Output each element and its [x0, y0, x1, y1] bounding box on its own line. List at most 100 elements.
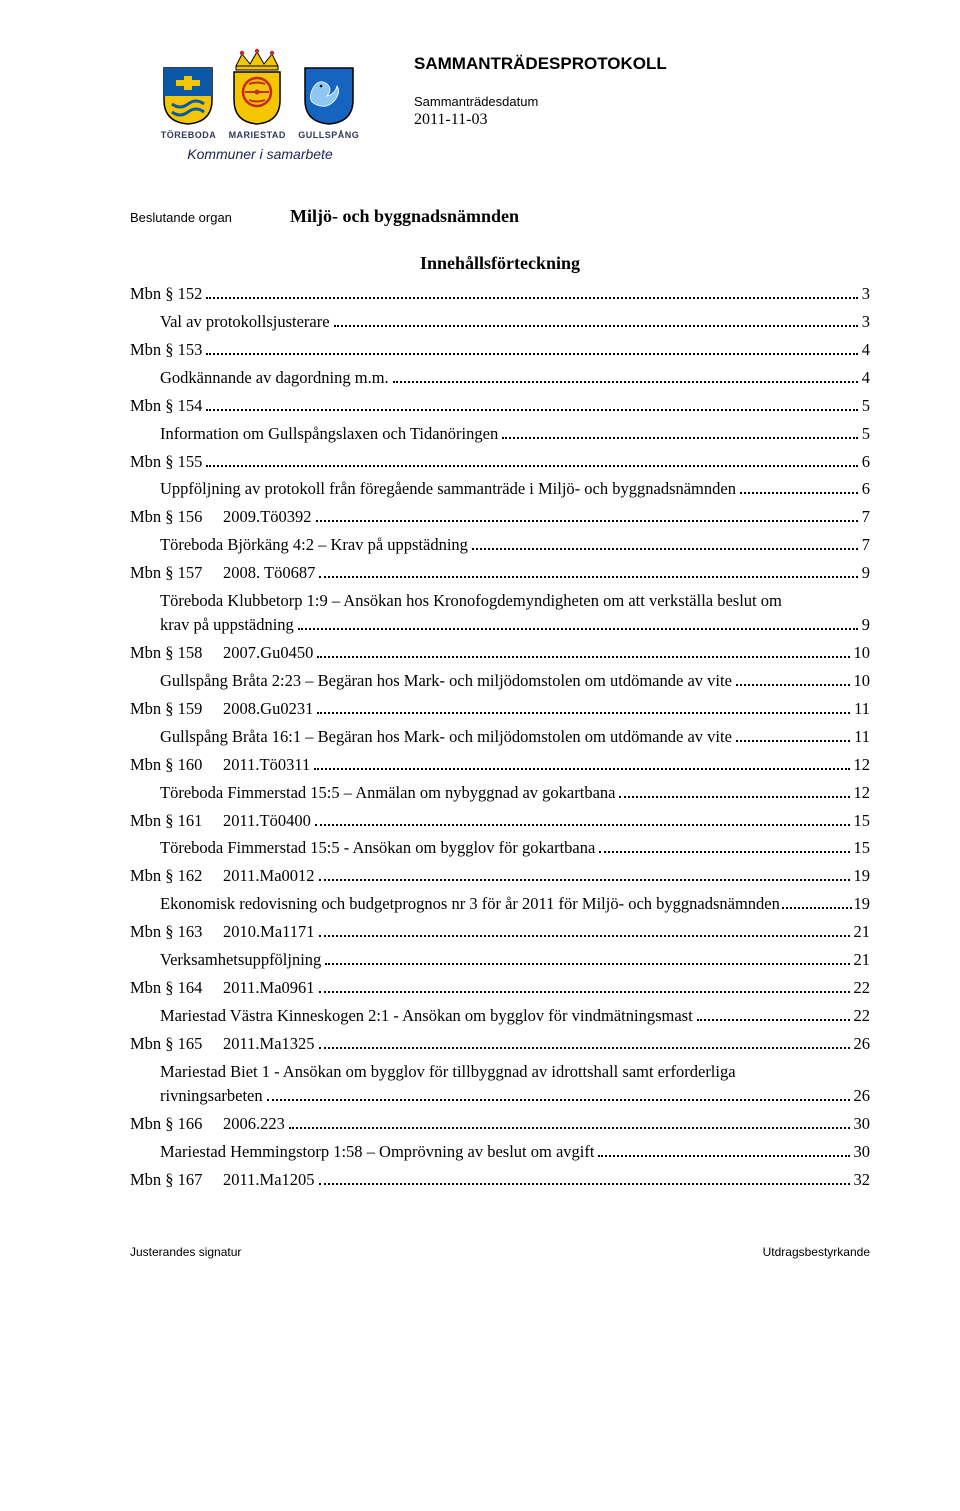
crest-gullspang: GULLSPÅNG: [298, 66, 359, 140]
toc-page: 6: [862, 450, 870, 474]
footer-right: Utdragsbestyrkande: [763, 1245, 870, 1259]
toc-text: Mbn § 166 2006.223: [130, 1112, 285, 1136]
toc-text: krav på uppstädning: [160, 613, 294, 637]
toc-page: 9: [862, 613, 870, 637]
toc-text: Mbn § 155: [130, 450, 202, 474]
dot-leader: [317, 656, 849, 658]
toc-entry: Mbn § 157 2008. Tö06879: [130, 561, 870, 585]
page: TÖREBODA: [0, 0, 960, 1299]
dot-leader: [319, 879, 850, 881]
toc-entry: Mbn § 164 2011.Ma096122: [130, 976, 870, 1000]
toc-page: 30: [854, 1112, 871, 1136]
toc-entry: Mariestad Hemmingstorp 1:58 – Omprövning…: [130, 1140, 870, 1164]
toc-text: rivningsarbeten: [160, 1084, 263, 1108]
footer: Justerandes signatur Utdragsbestyrkande: [130, 1245, 870, 1259]
dot-leader: [599, 851, 849, 853]
dot-leader: [319, 1047, 850, 1049]
toc-text: Mbn § 165 2011.Ma1325: [130, 1032, 315, 1056]
toc-page: 5: [862, 422, 870, 446]
toc-text: Töreboda Fimmerstad 15:5 – Anmälan om ny…: [160, 781, 615, 805]
toc-text: Mbn § 159 2008.Gu0231: [130, 697, 313, 721]
toc-entry: Mbn § 1534: [130, 338, 870, 362]
dot-leader: [206, 353, 857, 355]
dot-leader: [740, 492, 858, 494]
toc-text: Mariestad Hemmingstorp 1:58 – Omprövning…: [160, 1140, 594, 1164]
doc-header-right: SAMMANTRÄDESPROTOKOLL Sammanträdesdatum …: [390, 48, 870, 129]
dot-leader: [472, 548, 858, 550]
organ-row: Beslutande organ Miljö- och byggnadsnämn…: [130, 206, 870, 227]
motto: Kommuner i samarbete: [187, 146, 333, 162]
dot-leader: [319, 935, 850, 937]
toc-entry: Gullspång Bråta 2:23 – Begäran hos Mark-…: [130, 669, 870, 693]
toc-entry: Information om Gullspångslaxen och Tidan…: [130, 422, 870, 446]
toc-text: Mbn § 167 2011.Ma1205: [130, 1168, 315, 1192]
toc-page: 21: [854, 948, 871, 972]
toc-entry: Ekonomisk redovisning och budgetprognos …: [130, 892, 870, 916]
toc-page: 3: [862, 282, 870, 306]
toc-text: Val av protokollsjusterare: [160, 310, 330, 334]
toc-text: Information om Gullspångslaxen och Tidan…: [160, 422, 498, 446]
toc-entry: Uppföljning av protokoll från föregående…: [130, 477, 870, 501]
toc-text: Mbn § 154: [130, 394, 202, 418]
dot-leader: [334, 325, 858, 327]
toc-entry: Mbn § 159 2008.Gu0231 11: [130, 697, 870, 721]
dot-leader: [782, 907, 852, 909]
toc-text: Mbn § 161 2011.Tö0400: [130, 809, 311, 833]
crest-mariestad: MARIESTAD: [228, 48, 286, 140]
toc-entry: Val av protokollsjusterare3: [130, 310, 870, 334]
dot-leader: [316, 520, 858, 522]
dot-leader: [619, 796, 849, 798]
toc-entry: Mbn § 155 6: [130, 450, 870, 474]
toc-page: 7: [862, 505, 870, 529]
toc-page: 4: [862, 338, 870, 362]
toc-text: Gullspång Bråta 16:1 – Begäran hos Mark-…: [160, 725, 732, 749]
toc-text: Mariestad Biet 1 - Ansökan om bygglov fö…: [160, 1060, 870, 1084]
toc-page: 22: [854, 976, 871, 1000]
date-label: Sammanträdesdatum: [414, 94, 870, 109]
toc-entry: Töreboda Björkäng 4:2 – Krav på uppstädn…: [130, 533, 870, 557]
dot-leader: [325, 963, 849, 965]
toc-page: 6: [862, 477, 870, 501]
dot-leader: [315, 824, 850, 826]
crest-block: TÖREBODA: [130, 48, 390, 162]
toc-page: 9: [862, 561, 870, 585]
toc-page: 10: [854, 641, 871, 665]
toc-text: Mbn § 156 2009.Tö0392: [130, 505, 312, 529]
dot-leader: [736, 684, 850, 686]
toc-text: Töreboda Klubbetorp 1:9 – Ansökan hos Kr…: [160, 589, 870, 613]
toc-entry: Mbn § 165 2011.Ma132526: [130, 1032, 870, 1056]
toc-page: 11: [854, 697, 870, 721]
toc-text: Verksamhetsuppföljning: [160, 948, 321, 972]
toc-entry: Mariestad Västra Kinneskogen 2:1 - Ansök…: [130, 1004, 870, 1028]
toc-page: 22: [854, 1004, 871, 1028]
toc-entry: Mbn § 167 2011.Ma120532: [130, 1168, 870, 1192]
toc-page: 12: [854, 753, 871, 777]
toc-page: 15: [854, 836, 871, 860]
toc-entry: Mbn § 162 2011.Ma001219: [130, 864, 870, 888]
toc-entry: Mbn § 160 2011.Tö031112: [130, 753, 870, 777]
toc-entry: Godkännande av dagordning m.m.4: [130, 366, 870, 390]
dot-leader: [319, 1183, 850, 1185]
toc-entry: Mbn § 1545: [130, 394, 870, 418]
dot-leader: [206, 297, 857, 299]
toc-entry: Mariestad Biet 1 - Ansökan om bygglov fö…: [130, 1060, 870, 1108]
dot-leader: [206, 465, 857, 467]
dot-leader: [289, 1127, 850, 1129]
crest-toreboda: TÖREBODA: [161, 66, 217, 140]
toc-page: 7: [862, 533, 870, 557]
organ-value: Miljö- och byggnadsnämnden: [290, 206, 519, 227]
header-row: TÖREBODA: [130, 48, 870, 162]
toc-heading: Innehållsförteckning: [130, 253, 870, 274]
toc-entry: Mbn § 156 2009.Tö0392 7: [130, 505, 870, 529]
dot-leader: [598, 1155, 849, 1157]
crest-label: MARIESTAD: [229, 130, 286, 140]
toc-text: Ekonomisk redovisning och budgetprognos …: [160, 892, 780, 916]
dot-leader: [314, 768, 849, 770]
toc-text: Uppföljning av protokoll från föregående…: [160, 477, 736, 501]
crest-label: GULLSPÅNG: [298, 130, 359, 140]
toc-entry: Mbn § 163 2010.Ma117121: [130, 920, 870, 944]
toc-entry: Mbn § 158 2007.Gu045010: [130, 641, 870, 665]
dot-leader: [502, 437, 858, 439]
dot-leader: [317, 712, 850, 714]
dot-leader: [298, 628, 858, 630]
